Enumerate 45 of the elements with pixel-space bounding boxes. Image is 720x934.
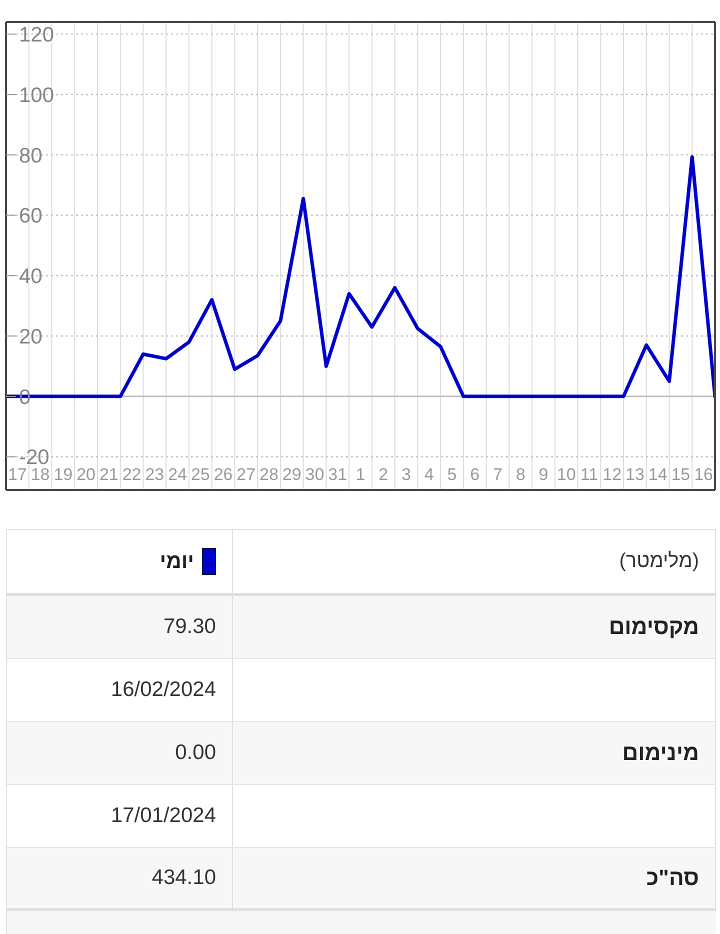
y-tick-label: 120 [19,24,54,47]
x-tick-label: 9 [538,465,548,484]
x-tick-label: 28 [260,465,278,484]
text: (מלימטר) [619,550,699,573]
x-tick-label: 4 [424,465,434,484]
x-tick-label: 25 [190,465,210,484]
x-tick-label: 26 [214,465,233,484]
y-tick-label: 80 [19,144,42,168]
y-tick-label: 60 [19,204,42,228]
text: 16/02/2024 [110,678,216,702]
x-tick-label: 12 [602,465,622,484]
text: מינימום [622,740,699,766]
x-tick-label: 5 [447,465,457,484]
x-tick-label: 10 [556,465,576,484]
x-tick-label: 6 [470,465,480,484]
text: מקסימום [608,614,699,640]
x-tick-label: 13 [625,465,644,484]
legend-label: יומי [160,550,194,572]
x-tick-label: 22 [122,465,142,484]
text: 0.00 [175,741,216,765]
x-tick-label: 14 [648,465,668,484]
x-tick-label: 11 [580,465,598,484]
text: 17/01/2024 [110,804,216,828]
y-tick-label: 40 [19,265,42,288]
x-tick-label: 7 [492,465,502,484]
x-tick-label: 2 [378,465,388,484]
x-tick-label: 27 [236,465,256,484]
x-tick-label: 30 [305,465,324,484]
x-tick-label: 21 [99,465,118,484]
x-tick-label: 15 [671,465,690,484]
x-tick-label: 20 [76,465,96,484]
text: 434.10 [152,866,216,890]
x-tick-label: 1 [356,465,366,484]
x-tick-label: 23 [145,465,164,484]
text: 79.30 [163,615,216,639]
x-tick-label: 19 [54,465,73,484]
y-tick-label: 20 [19,325,42,348]
x-tick-label: 8 [516,465,526,484]
x-tick-label: 29 [282,465,302,484]
x-tick-label: 16 [694,465,714,484]
x-tick-label: 24 [168,465,187,484]
y-tick-label: 100 [19,84,54,107]
x-tick-label: 3 [402,465,411,484]
x-tick-label: 31 [328,465,348,484]
text: סה"כ [646,865,699,891]
